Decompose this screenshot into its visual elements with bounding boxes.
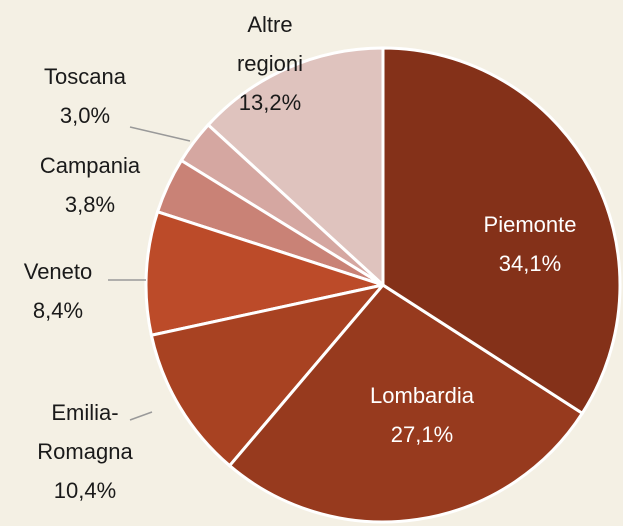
slice-label: Veneto 8,4% (0, 252, 118, 330)
category-label: Piemonte (483, 212, 577, 237)
value-label: 3,8% (64, 192, 116, 217)
slice-label: Emilia-Romagna 10,4% (30, 393, 140, 510)
value-label: 8,4% (32, 298, 84, 323)
pie-slice (227, 283, 585, 524)
slice-label: Altre regioni 13,2% (220, 5, 320, 122)
category-label: Toscana (44, 64, 126, 89)
category-label: Emilia-Romagna (37, 400, 133, 464)
category-label: Veneto (23, 259, 93, 284)
slice-label: Lombardia 27,1% (337, 376, 507, 454)
category-label: Campania (39, 153, 141, 178)
value-label: 3,0% (59, 103, 111, 128)
slice-label: Campania 3,8% (10, 146, 170, 224)
pie-slice (144, 209, 389, 338)
slice-label: Piemonte 34,1% (445, 205, 615, 283)
value-label: 27,1% (390, 422, 454, 447)
pie-slice (149, 282, 388, 468)
category-label: Altre regioni (236, 12, 304, 76)
slice-label: Toscana 3,0% (5, 57, 165, 135)
pie-slice (381, 46, 622, 416)
value-label: 13,2% (238, 90, 302, 115)
leader-line (129, 126, 191, 142)
value-label: 34,1% (498, 251, 562, 276)
value-label: 10,4% (53, 478, 117, 503)
pie-slice (206, 46, 385, 289)
category-label: Lombardia (370, 383, 474, 408)
leader-line (129, 411, 153, 421)
